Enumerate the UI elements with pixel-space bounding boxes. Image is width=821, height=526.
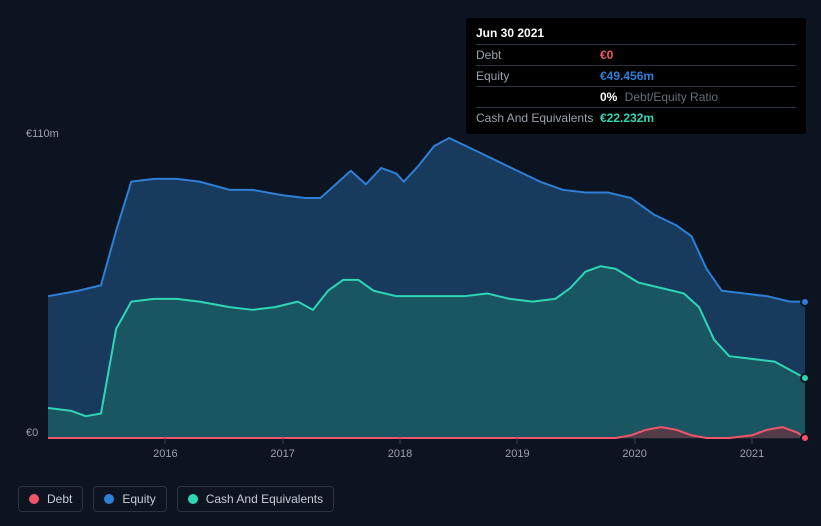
y-axis-label: €110m [26, 128, 59, 140]
tooltip-meta: Debt/Equity Ratio [621, 90, 718, 104]
x-tick-mark [752, 438, 753, 444]
x-tick-mark [282, 438, 283, 444]
tooltip-value: €0 [600, 48, 613, 62]
tooltip-label: Equity [476, 69, 600, 83]
tooltip-value: 0% Debt/Equity Ratio [600, 90, 718, 104]
legend-swatch [29, 494, 39, 504]
x-axis-label: 2021 [740, 448, 764, 460]
x-tick-mark [517, 438, 518, 444]
chart-tooltip: Jun 30 2021 Debt€0Equity€49.456m0% Debt/… [466, 18, 806, 134]
tooltip-label: Debt [476, 48, 600, 62]
x-axis-label: 2016 [153, 448, 177, 460]
tooltip-row: 0% Debt/Equity Ratio [476, 86, 796, 107]
chart-legend: Debt Equity Cash And Equivalents [18, 486, 334, 512]
legend-item[interactable]: Debt [18, 486, 83, 512]
x-axis-label: 2018 [388, 448, 412, 460]
x-tick-mark [400, 438, 401, 444]
legend-item[interactable]: Equity [93, 486, 166, 512]
series-end-marker [800, 433, 810, 443]
legend-item[interactable]: Cash And Equivalents [177, 486, 334, 512]
x-axis-label: 2020 [622, 448, 646, 460]
y-axis-label: €0 [26, 427, 38, 439]
x-tick-mark [634, 438, 635, 444]
series-end-marker [800, 373, 810, 383]
tooltip-row: Equity€49.456m [476, 65, 796, 86]
x-axis-label: 2019 [505, 448, 529, 460]
series-end-marker [800, 297, 810, 307]
legend-label: Debt [47, 492, 72, 506]
legend-swatch [104, 494, 114, 504]
equity-debt-chart: €110m €0 2016 2017 2018 2019 2020 2021 [16, 120, 805, 475]
chart-plot-area [16, 120, 805, 440]
x-axis-label: 2017 [270, 448, 294, 460]
tooltip-date: Jun 30 2021 [476, 24, 796, 44]
legend-label: Cash And Equivalents [206, 492, 323, 506]
tooltip-value: €49.456m [600, 69, 654, 83]
tooltip-row: Debt€0 [476, 44, 796, 65]
legend-label: Equity [122, 492, 155, 506]
tooltip-label [476, 90, 600, 104]
x-tick-mark [165, 438, 166, 444]
legend-swatch [188, 494, 198, 504]
